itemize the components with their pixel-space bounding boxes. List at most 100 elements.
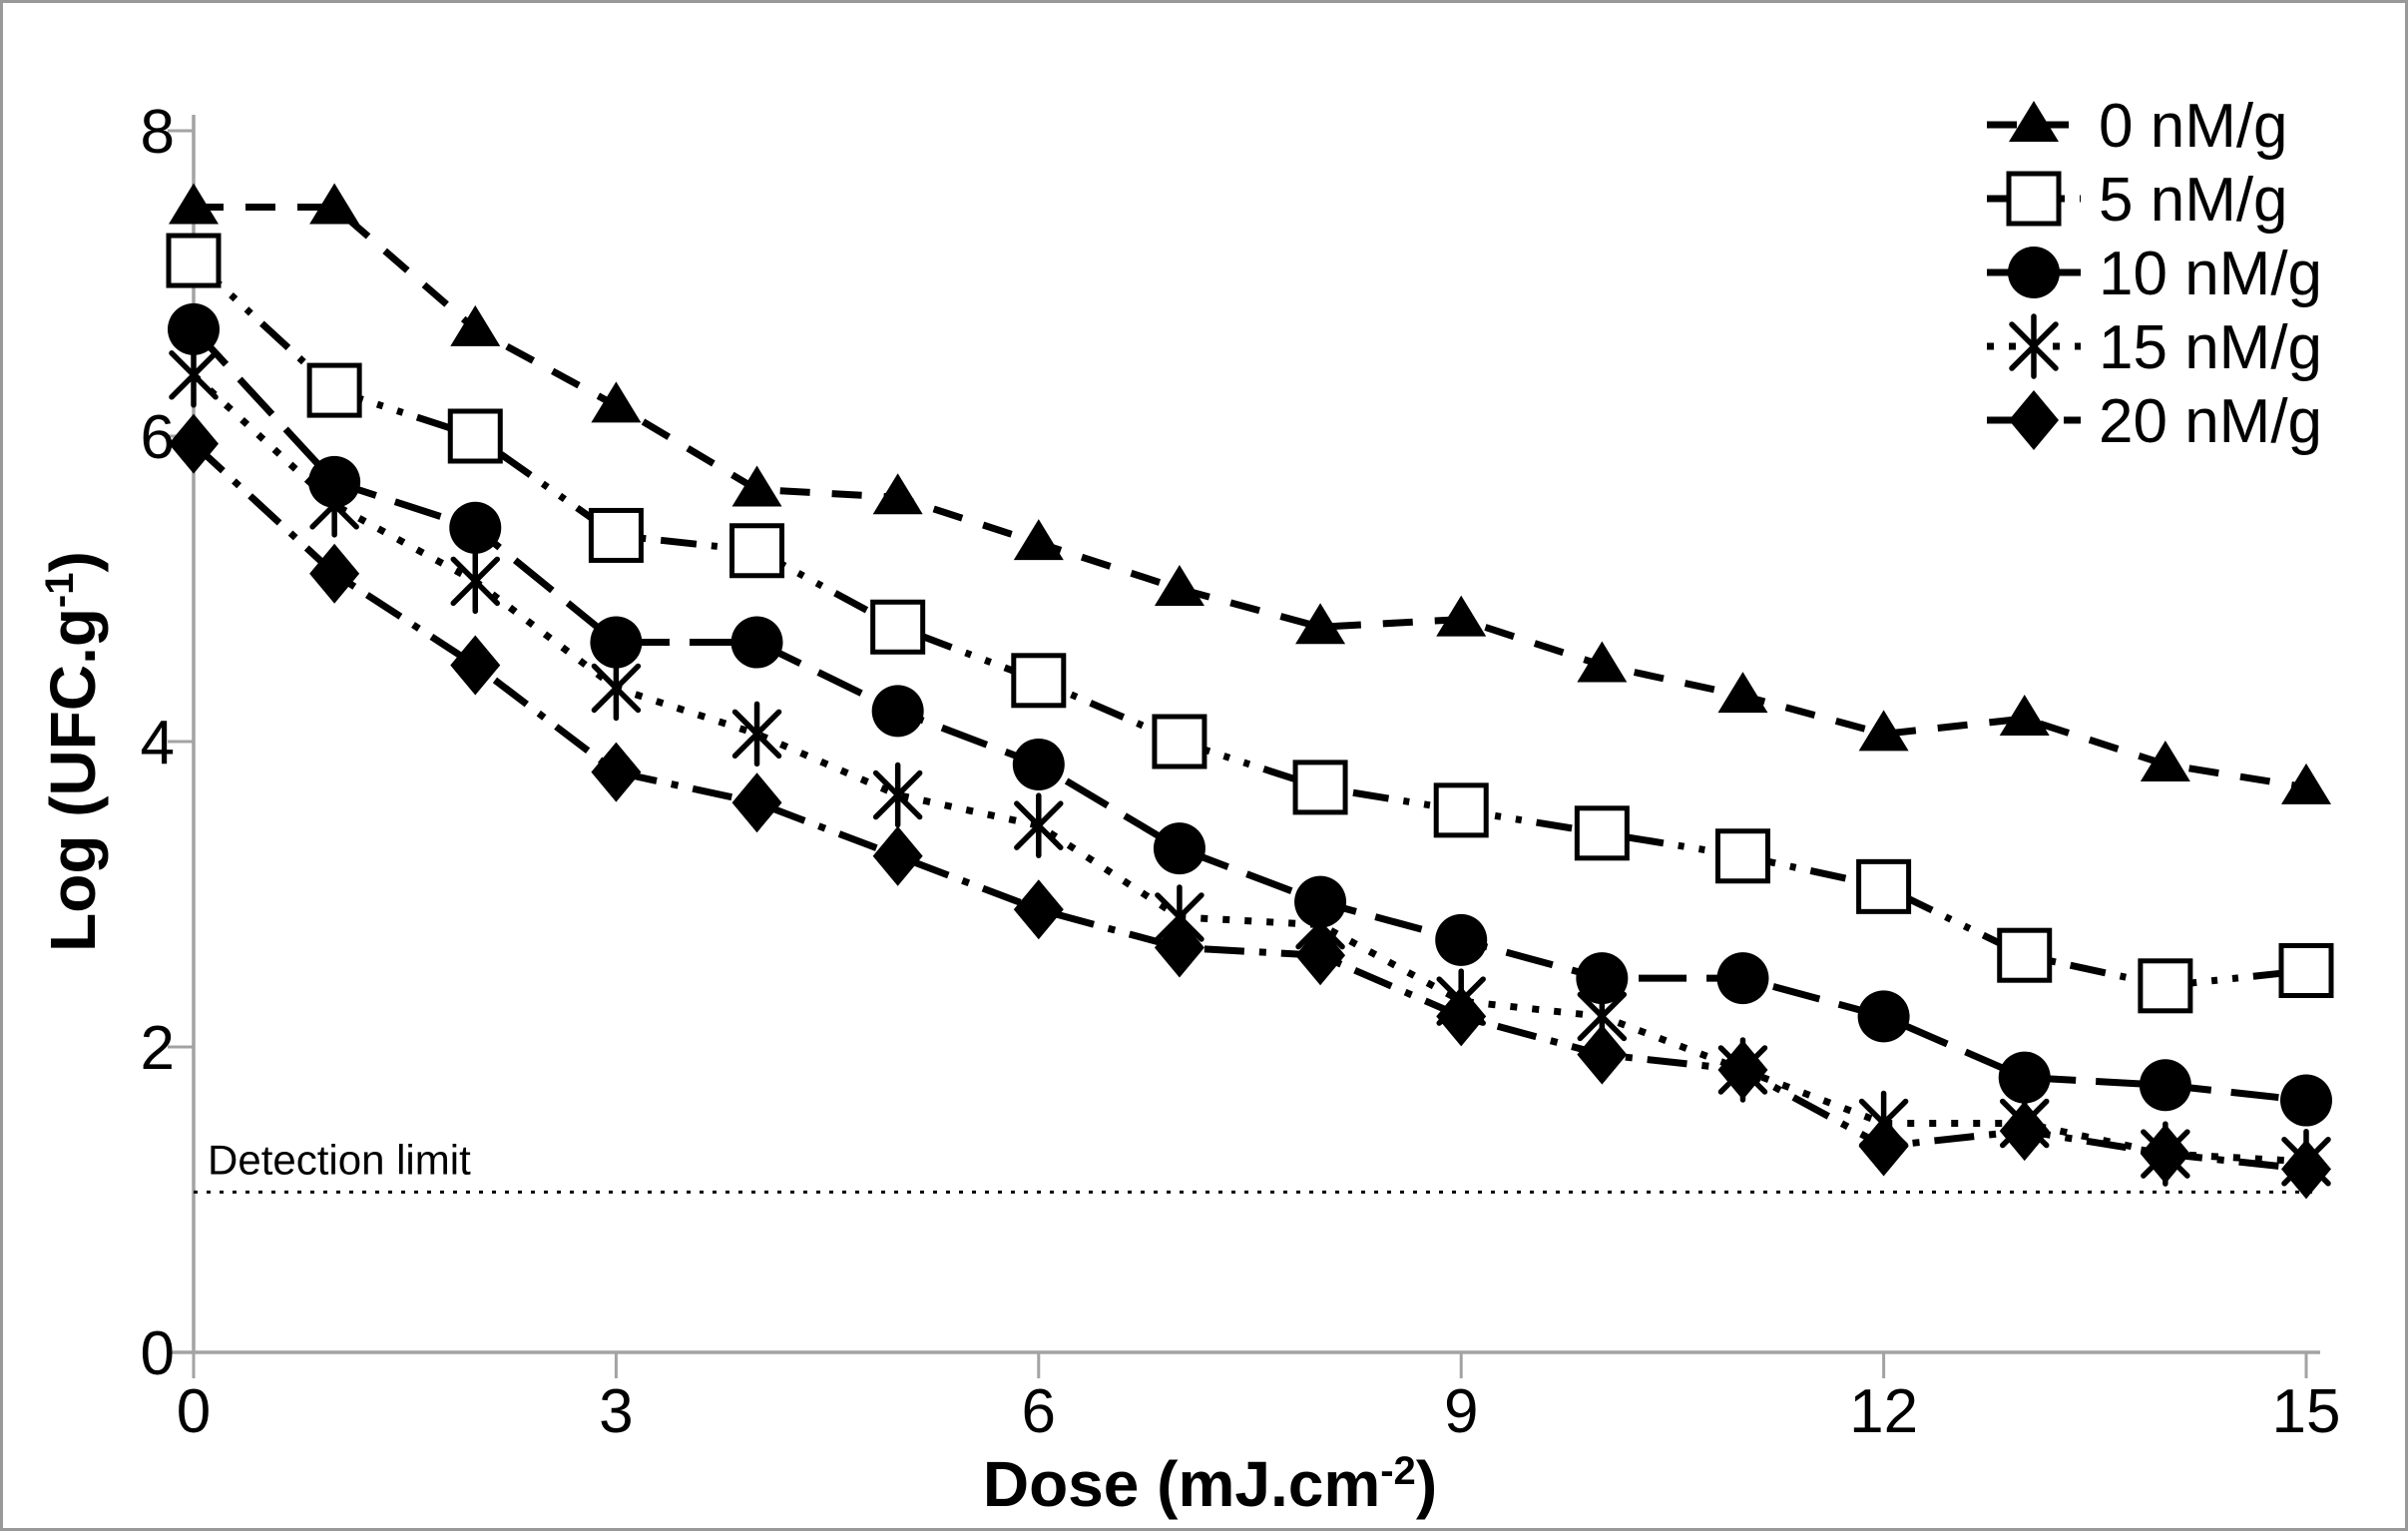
series-0-marker (591, 381, 642, 423)
series-2-marker (871, 685, 924, 738)
legend-marker-triangle-filled (2009, 101, 2059, 142)
legend-label: 15 nM/g (2099, 313, 2322, 382)
series-2-marker (1576, 952, 1629, 1005)
x-tick-label: 0 (177, 1377, 211, 1446)
series-2-marker (1998, 1051, 2051, 1104)
series-1-marker (1011, 653, 1067, 709)
legend-marker-asterisk (2009, 313, 2059, 379)
legend-marker-square-open (2006, 171, 2062, 227)
series-0-marker (169, 183, 219, 225)
line-chart: 0 2 4 6 8 0 3 6 9 12 15 Dose (mJ.cm-2) Log (UFC.g-1)… (37, 92, 2341, 1520)
series-4-marker (169, 413, 219, 474)
series-3-marker (872, 762, 923, 828)
series-0-marker (1999, 695, 2050, 737)
series-4-marker (1999, 1101, 2050, 1162)
y-tick-label: 0 (141, 1319, 175, 1388)
series-0-marker (450, 304, 501, 346)
x-tick-label: 6 (1022, 1377, 1056, 1446)
series-4-marker (1295, 925, 1346, 986)
series-4-marker (1577, 1024, 1628, 1085)
series-4-marker (1717, 1039, 1768, 1100)
series-3-marker (169, 342, 219, 408)
series-4-marker (731, 772, 782, 833)
series-2-marker (1857, 990, 1910, 1043)
series-3-marker (450, 548, 501, 615)
x-tick-label: 9 (1444, 1377, 1478, 1446)
series-3-marker (731, 701, 782, 767)
series-1-marker (870, 599, 926, 655)
x-tick-label: 12 (1849, 1377, 1918, 1446)
series-1-marker (1292, 760, 1348, 815)
series-1-marker (1152, 714, 1207, 769)
series-1-marker (1433, 782, 1489, 838)
series-0-marker (731, 465, 782, 507)
series-0-marker (1154, 565, 1204, 606)
series-4-marker (2140, 1124, 2190, 1185)
series-1-marker (1574, 805, 1630, 861)
series-1-marker (1856, 858, 1912, 914)
legend-marker-diamond-filled (2009, 390, 2059, 450)
series-0-marker (2140, 740, 2190, 781)
series-0-marker (2281, 763, 2331, 804)
series-4-marker (591, 742, 642, 802)
series-3-marker (591, 655, 642, 722)
series-1-marker (166, 233, 222, 288)
series-4-marker (1013, 879, 1064, 940)
series-2-marker (2139, 1059, 2191, 1112)
series-2-marker (1012, 738, 1065, 790)
series-4-marker (1154, 917, 1204, 978)
series-4-marker (1858, 1116, 1909, 1177)
y-tick-label: 2 (141, 1014, 175, 1083)
series-2-marker (2280, 1074, 2332, 1127)
legend-label: 20 nM/g (2099, 387, 2322, 456)
series-2-marker (1716, 952, 1769, 1005)
series-1-marker (306, 362, 362, 418)
series-0-marker (872, 473, 923, 515)
x-axis-title: Dose (mJ.cm-2) (983, 1448, 1437, 1520)
series-0-marker (1858, 710, 1909, 752)
x-tick-label: 3 (599, 1377, 633, 1446)
series-1-marker (1714, 828, 1770, 884)
series-4-marker (872, 825, 923, 886)
y-tick-label: 4 (141, 709, 175, 777)
series-line-3 (191, 372, 2307, 1166)
series-1-marker (729, 523, 785, 579)
series-2-marker (1435, 913, 1488, 966)
series-4-marker (1436, 986, 1487, 1047)
series-0-marker (309, 183, 360, 225)
series-4-marker (309, 543, 360, 604)
series-0-marker (1577, 641, 1628, 683)
series-line-2 (191, 326, 2307, 1105)
series-4-marker (450, 635, 501, 696)
series-1-marker (2138, 958, 2193, 1014)
series-2-marker (1153, 822, 1205, 875)
series-2-marker (730, 616, 783, 669)
series-line-1 (191, 257, 2307, 990)
series-0-marker (1436, 595, 1487, 637)
series-line-0 (194, 204, 2307, 791)
series-3-marker (309, 472, 359, 538)
series-1-marker (2278, 943, 2334, 998)
series-0-marker (1013, 519, 1064, 561)
legend-label: 5 nM/g (2099, 166, 2288, 235)
y-axis-title: Log (UFC.g-1) (37, 551, 109, 952)
series-2-marker (449, 501, 502, 554)
series-line-4 (191, 441, 2307, 1173)
series-1-marker (1997, 927, 2053, 983)
y-tick-label: 8 (141, 98, 175, 167)
series-0-marker (1295, 603, 1346, 645)
detection-limit-label: Detection limit (208, 1136, 471, 1183)
legend-label: 0 nM/g (2099, 92, 2288, 161)
series-4-marker (2281, 1139, 2331, 1200)
legend-marker-circle-filled (2008, 247, 2060, 298)
series-1-marker (588, 507, 644, 563)
series-2-marker (590, 616, 643, 669)
series-3-marker (1014, 792, 1064, 858)
series-1-marker (447, 408, 503, 464)
x-tick-label: 15 (2272, 1377, 2341, 1446)
y-tick-label: 6 (141, 403, 175, 472)
series-2-marker (168, 302, 220, 355)
series-0-marker (1717, 672, 1768, 714)
legend-label: 10 nM/g (2099, 240, 2322, 308)
